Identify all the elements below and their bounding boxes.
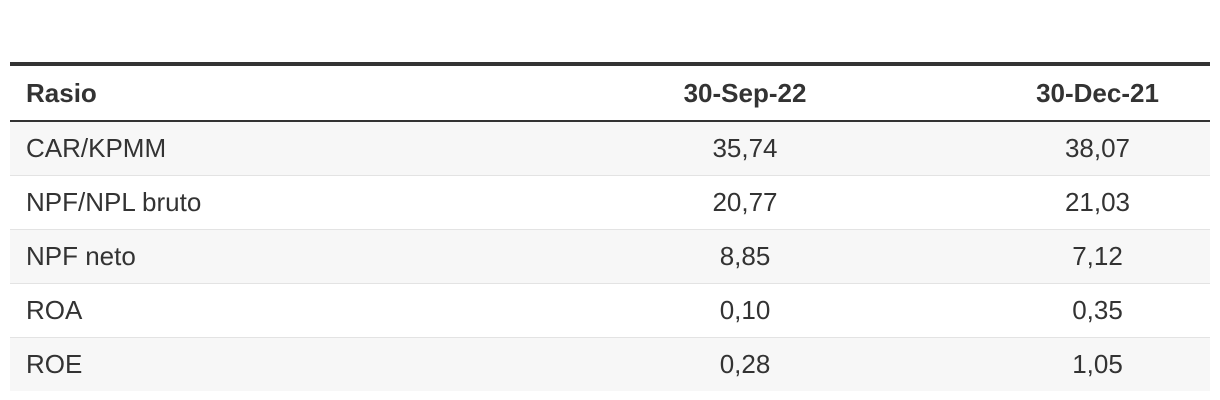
value-cell: 35,74 [505,120,985,176]
value-cell: 0,35 [985,283,1210,338]
table-body: CAR/KPMM 35,74 38,07 NPF/NPL bruto 20,77 21,0… [10,120,1210,391]
header-cell: 30-Sep-22 [505,64,985,122]
row-label: CAR/KPMM [10,120,505,176]
value-cell: 0,28 [505,337,985,391]
row-label: NPF/NPL bruto [10,175,505,230]
value-cell: 21,03 [985,175,1210,230]
header-cell: 30-Dec-21 [985,64,1210,122]
row-label: NPF neto [10,229,505,284]
value-cell: 7,12 [985,229,1210,284]
value-cell: 20,77 [505,175,985,230]
header-cell: Rasio [10,64,505,122]
row-label: ROA [10,283,505,338]
table-row: ROE 0,28 1,05 [10,337,1210,391]
value-cell: 0,10 [505,283,985,338]
row-label: ROE [10,337,505,391]
header-row: Rasio 30-Sep-22 30-Dec-21 [10,64,1210,122]
value-cell: 38,07 [985,120,1210,176]
table-row: ROA 0,10 0,35 [10,283,1210,338]
ratio-table: Rasio 30-Sep-22 30-Dec-21 CAR/KPMM 35,74 38,… [10,62,1210,391]
table-header: Rasio 30-Sep-22 30-Dec-21 [10,64,1210,122]
table-row: NPF neto 8,85 7,12 [10,229,1210,284]
value-cell: 1,05 [985,337,1210,391]
value-cell: 8,85 [505,229,985,284]
table-row: NPF/NPL bruto 20,77 21,03 [10,175,1210,230]
table-row: CAR/KPMM 35,74 38,07 [10,120,1210,176]
